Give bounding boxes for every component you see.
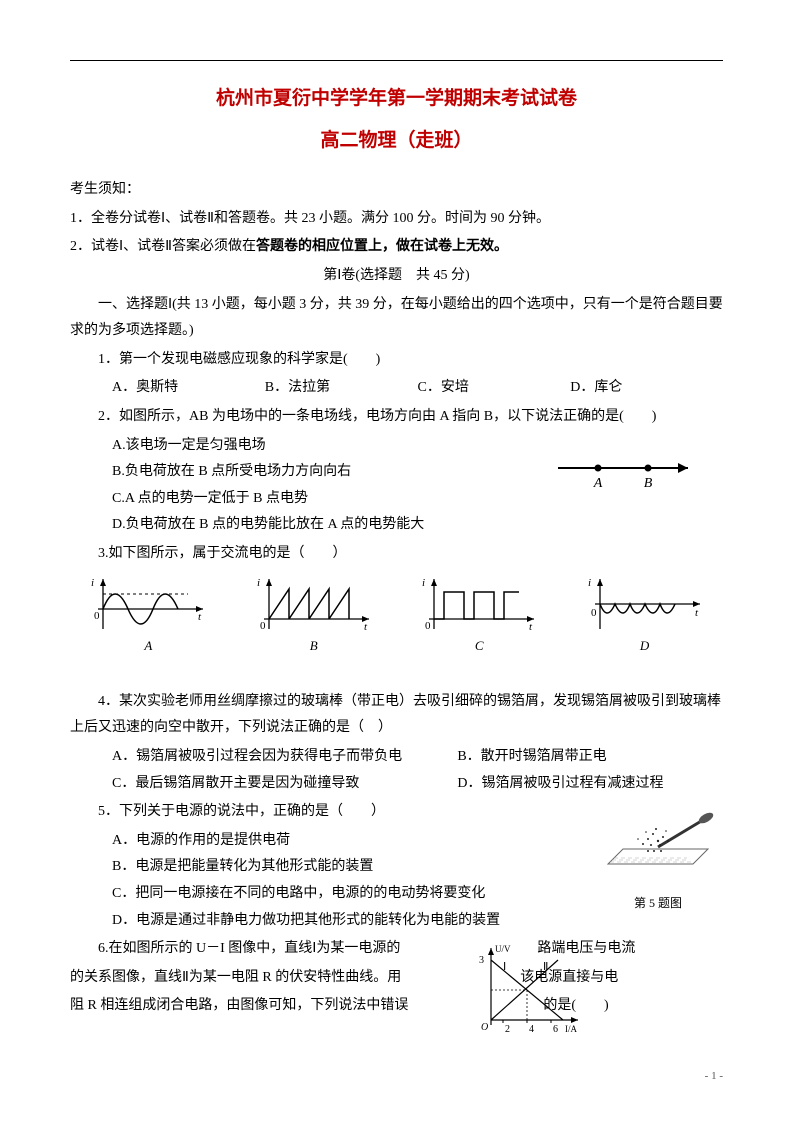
q4-opt-d: D．锡箔屑被吸引过程有减速过程 xyxy=(457,771,723,798)
q5-figure: 第 5 题图 xyxy=(593,799,723,915)
q2-opt-b: B.负电荷放在 B 点所受电场力方向向右 xyxy=(112,459,553,486)
page-footer: - 1 - xyxy=(70,1066,723,1087)
q5-opt-a: A．电源的作用的是提供电荷 xyxy=(112,828,532,855)
q5-opt-b: B．电源是把能量转化为其他形式能的装置 xyxy=(112,854,532,881)
svg-text:2: 2 xyxy=(505,1024,510,1035)
svg-text:i: i xyxy=(257,577,260,589)
svg-text:t: t xyxy=(695,607,699,619)
q4-text: 4．某次实验老师用丝绸摩擦过的玻璃棒（带正电）去吸引细碎的锡箔屑，发现锡箔屑被吸… xyxy=(70,689,723,742)
q3-fig-a: i t 0 xyxy=(88,574,208,634)
q5-opt-c: C．把同一电源接在不同的电路中，电源的的电动势将要变化 xyxy=(112,881,532,908)
q3-text: 3.如下图所示，属于交流电的是（ ） xyxy=(70,541,723,568)
q2-opt-c: C.A 点的电势一定低于 B 点电势 xyxy=(112,486,553,513)
q2-text: 2．如图所示，AB 为电场中的一条电场线，电场方向由 A 指向 B，以下说法正确… xyxy=(70,404,723,431)
q1-opt-d: D．库仑 xyxy=(570,375,723,402)
q3-label-a: A xyxy=(70,634,227,659)
q1-opt-b: B．法拉第 xyxy=(265,375,418,402)
q1-opt-c: C．安培 xyxy=(418,375,571,402)
notice-2b: 答题卷的相应位置上，做在试卷上无效。 xyxy=(256,239,508,254)
q3-fig-c: i t 0 xyxy=(419,574,539,634)
svg-text:i: i xyxy=(422,577,425,589)
q3-label-c: C xyxy=(401,634,558,659)
q5-opt-d: D．电源是通过非静电力做功把其他形式的能转化为电能的装置 xyxy=(112,908,532,935)
q2-figure: A B xyxy=(553,433,723,539)
svg-text:U/V: U/V xyxy=(495,944,511,954)
q1-text: 1．第一个发现电磁感应现象的科学家是( ) xyxy=(70,347,723,374)
exam-subtitle: 高二物理（走班） xyxy=(70,123,723,159)
q4-opt-c: C．最后锡箔屑散开主要是因为碰撞导致 xyxy=(112,771,457,798)
svg-text:O: O xyxy=(481,1022,488,1033)
q5-fig-caption: 第 5 题图 xyxy=(593,892,723,915)
q4-opt-b: B．散开时锡箔屑带正电 xyxy=(457,744,723,771)
q2-opt-d: D.负电荷放在 B 点的电势能比放在 A 点的电势能大 xyxy=(112,512,553,539)
notice-line-2: 2．试卷Ⅰ、试卷Ⅱ答案必须做在答题卷的相应位置上，做在试卷上无效。 xyxy=(70,234,723,261)
q6-line1: 6.在如图所示的 U－I 图像中，直线Ⅰ为某一电源的 路端电压与电流 xyxy=(70,936,723,963)
q4-opt-a: A．锡箔屑被吸引过程会因为获得电子而带负电 xyxy=(112,744,457,771)
q6-line3: 阻 R 相连组成闭合电路，由图像可知，下列说法中错误 的是( ) xyxy=(70,993,723,1020)
q3-fig-b: i t 0 xyxy=(254,574,374,634)
exam-title: 杭州市夏衍中学学年第一学期期末考试试卷 xyxy=(70,81,723,117)
svg-text:Ⅰ: Ⅰ xyxy=(503,961,506,973)
svg-text:4: 4 xyxy=(529,1024,534,1035)
svg-text:0: 0 xyxy=(425,620,431,632)
q3-label-d: D xyxy=(566,634,723,659)
q3-figures: i t 0 A i t 0 B xyxy=(70,574,723,659)
svg-text:I/A: I/A xyxy=(565,1024,577,1034)
svg-text:0: 0 xyxy=(591,607,597,619)
svg-text:t: t xyxy=(364,621,368,633)
notice-heading: 考生须知： xyxy=(70,177,723,204)
svg-text:i: i xyxy=(588,577,591,589)
svg-text:t: t xyxy=(529,621,533,633)
svg-text:3: 3 xyxy=(479,955,484,966)
q3-label-b: B xyxy=(235,634,392,659)
notice-line-1: 1．全卷分试卷Ⅰ、试卷Ⅱ和答题卷。共 23 小题。满分 100 分。时间为 90… xyxy=(70,206,723,233)
svg-text:t: t xyxy=(198,611,202,623)
svg-text:Ⅱ: Ⅱ xyxy=(543,961,548,973)
q1-options: A．奥斯特 B．法拉第 C．安培 D．库仑 xyxy=(112,375,723,402)
notice-2a: 2．试卷Ⅰ、试卷Ⅱ答案必须做在 xyxy=(70,239,256,254)
q2-fig-label-b: B xyxy=(644,476,653,491)
svg-text:6: 6 xyxy=(553,1024,558,1035)
q6-figure: 3 U/V I/A O 2 4 6 Ⅱ Ⅰ xyxy=(473,940,583,1046)
q2-fig-label-a: A xyxy=(593,476,603,491)
svg-text:i: i xyxy=(91,577,94,589)
svg-text:0: 0 xyxy=(260,620,266,632)
q6-line2: 的关系图像，直线Ⅱ为某一电阻 R 的伏安特性曲线。用 该电源直接与电 xyxy=(70,965,723,992)
q3-fig-d: i t 0 xyxy=(585,574,705,634)
q1-opt-a: A．奥斯特 xyxy=(112,375,265,402)
svg-text:0: 0 xyxy=(94,610,100,622)
q2-opt-a: A.该电场一定是匀强电场 xyxy=(112,433,553,460)
part1-intro: 一、选择题Ⅰ(共 13 小题，每小题 3 分，共 39 分，在每小题给出的四个选… xyxy=(70,292,723,345)
section-heading: 第Ⅰ卷(选择题 共 45 分) xyxy=(70,263,723,290)
